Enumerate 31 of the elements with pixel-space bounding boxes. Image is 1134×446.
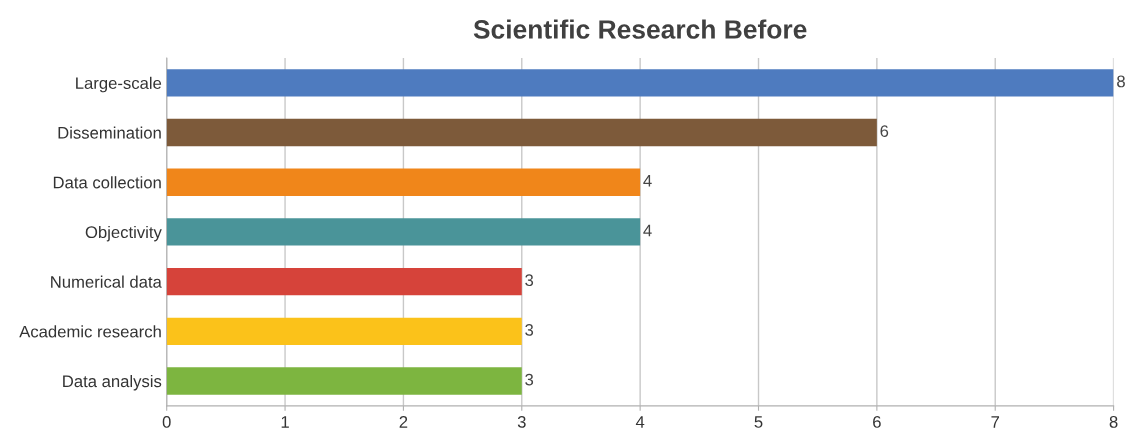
data-label: 3 <box>525 373 534 386</box>
y-tick-label: Dissemination <box>58 126 161 139</box>
x-tick-label: 4 <box>635 416 645 428</box>
x-tick-label: 2 <box>399 416 408 428</box>
data-label: 3 <box>525 274 534 287</box>
y-tick-label: Large-scale <box>76 76 162 93</box>
x-tick-label: 6 <box>873 416 881 428</box>
bar <box>166 118 877 147</box>
x-tick-label: 8 <box>1109 416 1118 428</box>
bar <box>166 367 522 395</box>
data-label: 4 <box>643 224 652 237</box>
x-tick-label: 0 <box>162 416 171 428</box>
y-tick-label: Data analysis <box>63 374 162 391</box>
y-tick-label: Data collection <box>53 176 161 189</box>
y-tick-label: Objectivity <box>85 225 162 242</box>
x-tick-label: 7 <box>991 416 1000 428</box>
bar <box>166 168 641 196</box>
data-label: 4 <box>643 175 652 187</box>
data-label: 3 <box>525 323 534 336</box>
bar <box>166 218 641 246</box>
x-tick-label: 3 <box>517 416 526 428</box>
data-label: 8 <box>1117 75 1125 88</box>
x-tick-label: 5 <box>754 416 763 428</box>
y-tick-label: Numerical data <box>51 275 162 288</box>
y-tick-label: Academic research <box>19 325 161 338</box>
data-label: 6 <box>880 125 889 137</box>
bar <box>166 267 522 296</box>
chart-title: Scientific Research Before <box>473 19 807 39</box>
bar <box>166 69 1114 97</box>
x-tick-label: 1 <box>281 416 289 428</box>
bar <box>166 317 522 345</box>
